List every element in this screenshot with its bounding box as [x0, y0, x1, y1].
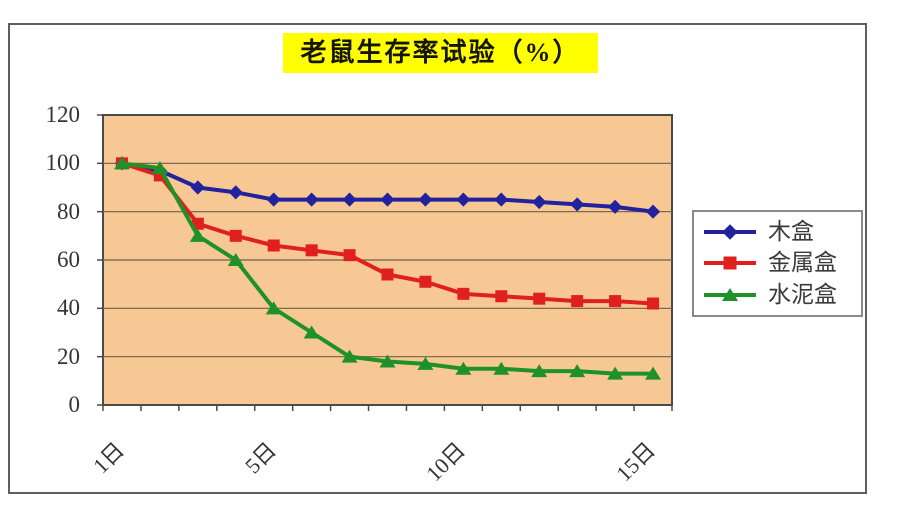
- diamond-marker-icon: [722, 224, 738, 240]
- legend-label: 金属盒: [768, 250, 837, 276]
- legend-item-metal-box: 金属盒: [704, 249, 853, 277]
- y-axis-tick-label: 60: [57, 247, 80, 272]
- y-axis-tick-label: 40: [57, 295, 80, 321]
- legend-line: [704, 224, 756, 240]
- legend: 木盒 金属盒 水泥盒: [692, 210, 863, 317]
- y-axis-tick-label: 100: [45, 150, 81, 176]
- triangle-marker-icon: [722, 288, 738, 302]
- square-marker-icon: [723, 256, 737, 270]
- legend-item-cement-box: 水泥盒: [704, 281, 853, 309]
- y-axis-tick-label: 120: [45, 102, 81, 127]
- chart-title: 老鼠生存率试验（%）: [283, 33, 598, 73]
- legend-line: [704, 256, 756, 270]
- legend-label: 水泥盒: [768, 282, 837, 308]
- y-axis-tick-label: 80: [57, 198, 80, 224]
- y-axis-tick-label: 0: [68, 392, 81, 417]
- legend-label: 木盒: [768, 218, 814, 244]
- legend-line: [704, 288, 756, 302]
- legend-item-wood-box: 木盒: [704, 218, 853, 246]
- y-axis-tick-label: 20: [57, 343, 80, 369]
